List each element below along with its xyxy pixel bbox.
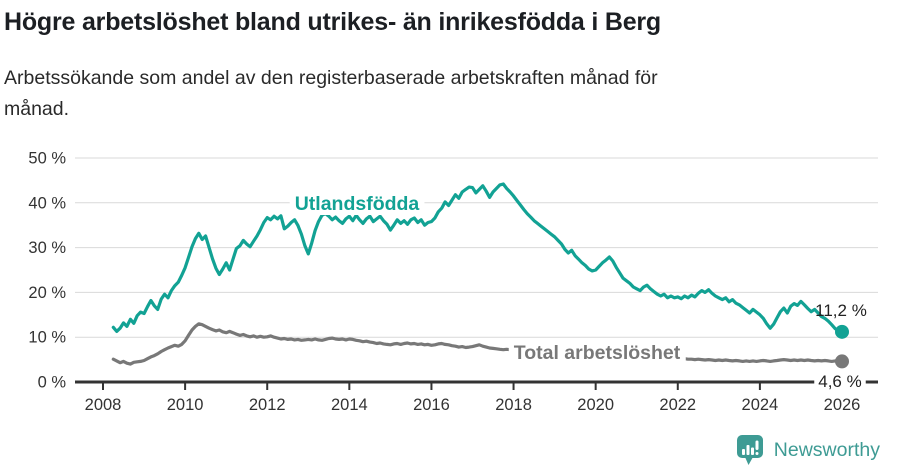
page-subtitle-line-2: månad. [4,98,70,120]
y-axis-label: 50 % [28,150,66,168]
speech-bubble-chart-icon [736,435,763,465]
x-axis-label: 2024 [742,396,779,414]
bar-2 [746,445,750,455]
utlandsfodda-line [111,182,844,334]
page-subtitle-line-1: Arbetssökande som andel av den registerb… [4,67,658,89]
x-axis-label: 2022 [659,396,696,414]
newsworthy-logo: Newsworthy [736,434,880,466]
y-axis-label: 30 % [28,239,66,257]
total-line [111,322,844,366]
x-axis-label: 2020 [577,396,614,414]
series-label-mask [508,340,686,364]
x-axis-label: 2016 [413,396,450,414]
end-value-utlandsfodda: 11,2 % [815,301,867,320]
exclamation-dot [755,452,759,455]
newsworthy-logo-text: Newsworthy [773,438,880,461]
exclamation-bar [755,440,759,450]
page-title: Högre arbetslöshet bland utrikes- än inr… [4,8,662,36]
x-axis-label: 2010 [167,396,204,414]
y-axis-label: 10 % [28,329,66,347]
y-axis-label: 20 % [28,284,66,302]
bar-1 [741,449,745,455]
series-label-total: Total arbetslöshet [514,342,681,364]
end-value-total: 4,6 % [818,372,861,391]
end-value-mask [814,371,866,392]
y-axis-label: 0 % [38,374,67,392]
page-subtitle: Arbetssökande som andel av den registerb… [4,63,864,125]
x-axis-label: 2012 [249,396,286,414]
y-axis-label: 40 % [28,194,66,212]
bar-3 [750,447,754,455]
series-label-mask [289,191,425,215]
x-axis-label: 2014 [331,396,368,414]
x-axis-label: 2026 [824,396,861,414]
end-dot-utlandsfodda [835,324,849,339]
x-axis-label: 2018 [495,396,532,414]
series-label-utlandsfodda: Utlandsfödda [295,193,420,215]
end-dot-total [835,354,849,369]
x-axis-label: 2008 [85,396,122,414]
